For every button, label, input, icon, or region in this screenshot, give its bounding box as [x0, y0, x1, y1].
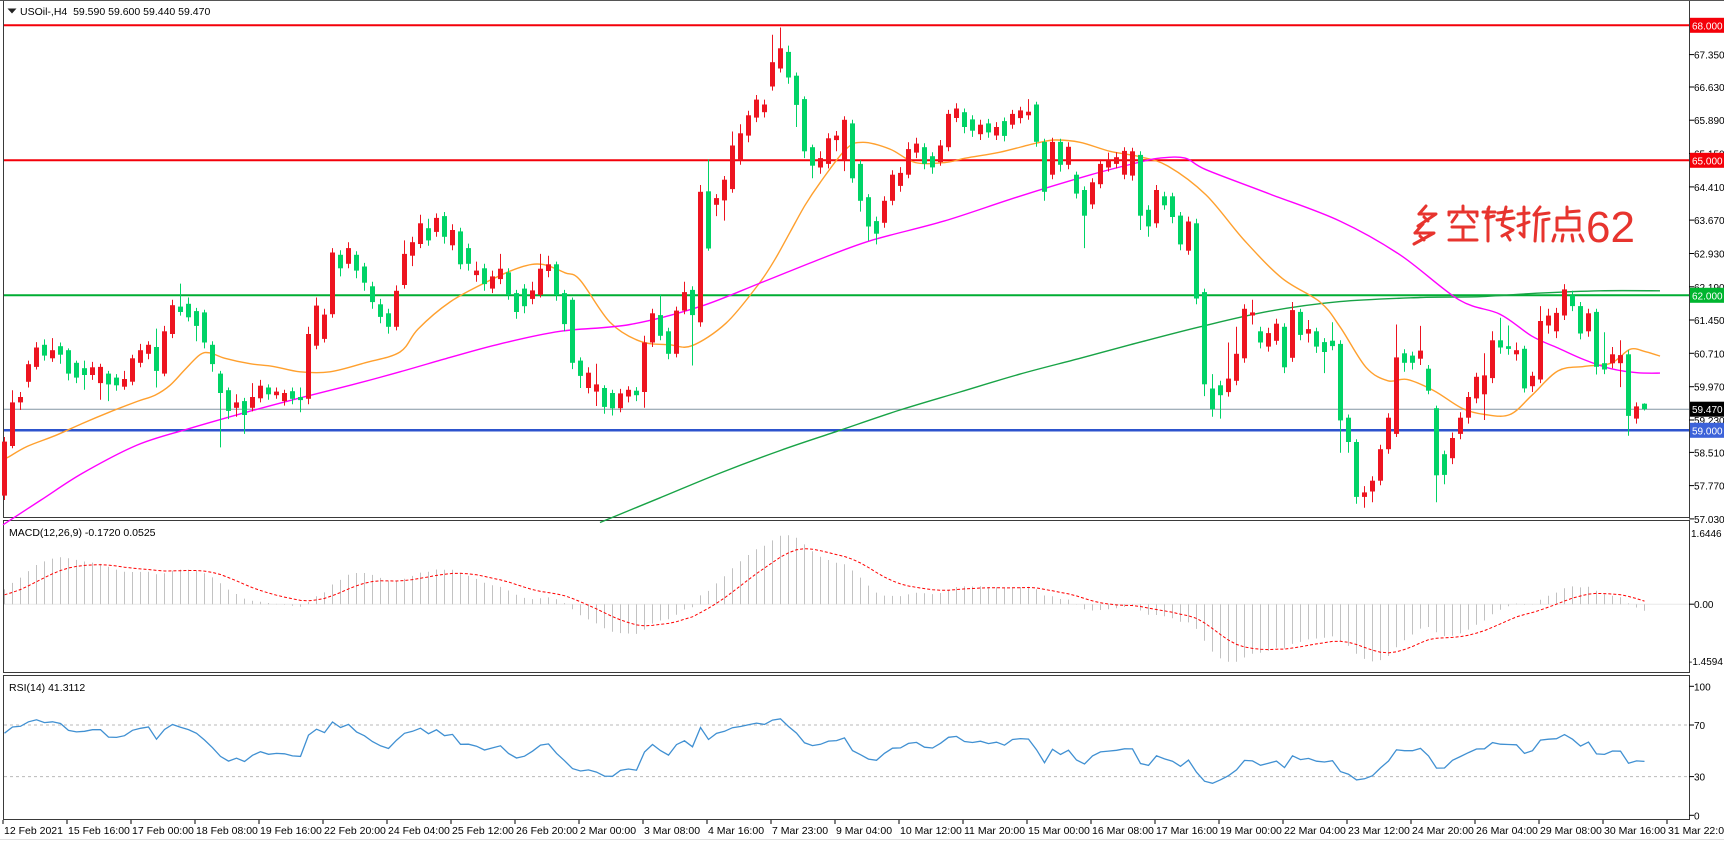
svg-text:12 Feb 2021: 12 Feb 2021 — [4, 825, 63, 837]
svg-text:26 Mar 04:00: 26 Mar 04:00 — [1476, 825, 1538, 837]
svg-text:17 Mar 16:00: 17 Mar 16:00 — [1156, 825, 1218, 837]
svg-text:15 Mar 00:00: 15 Mar 00:00 — [1028, 825, 1090, 837]
svg-text:3 Mar 08:00: 3 Mar 08:00 — [644, 825, 700, 837]
svg-text:60.710: 60.710 — [1694, 349, 1724, 360]
svg-text:0: 0 — [1694, 811, 1700, 822]
svg-text:31 Mar 22:00: 31 Mar 22:00 — [1668, 825, 1724, 837]
svg-text:2 Mar 00:00: 2 Mar 00:00 — [580, 825, 636, 837]
svg-text:62: 62 — [1586, 203, 1635, 252]
svg-text:66.630: 66.630 — [1694, 83, 1724, 94]
svg-text:59.230: 59.230 — [1694, 416, 1724, 427]
svg-text:22 Feb 20:00: 22 Feb 20:00 — [324, 825, 386, 837]
svg-text:19 Feb 16:00: 19 Feb 16:00 — [260, 825, 322, 837]
svg-text:24 Feb 04:00: 24 Feb 04:00 — [388, 825, 450, 837]
svg-text:68.000: 68.000 — [1692, 21, 1723, 32]
svg-text:67.350: 67.350 — [1694, 51, 1724, 62]
svg-text:65.890: 65.890 — [1694, 116, 1724, 127]
svg-text:70: 70 — [1694, 721, 1706, 732]
svg-text:23 Mar 12:00: 23 Mar 12:00 — [1348, 825, 1410, 837]
svg-text:59.470: 59.470 — [1692, 405, 1723, 416]
svg-text:1.6446: 1.6446 — [1691, 529, 1722, 540]
svg-text:22 Mar 04:00: 22 Mar 04:00 — [1284, 825, 1346, 837]
svg-text:30 Mar 16:00: 30 Mar 16:00 — [1604, 825, 1666, 837]
svg-text:24 Mar 20:00: 24 Mar 20:00 — [1412, 825, 1474, 837]
svg-text:65.000: 65.000 — [1692, 156, 1723, 167]
svg-text:19 Mar 00:00: 19 Mar 00:00 — [1220, 825, 1282, 837]
svg-text:30: 30 — [1694, 773, 1706, 784]
svg-text:59.000: 59.000 — [1692, 426, 1723, 437]
svg-text:25 Feb 12:00: 25 Feb 12:00 — [452, 825, 514, 837]
svg-text:RSI(14) 41.3112: RSI(14) 41.3112 — [9, 682, 85, 694]
svg-text:0.00: 0.00 — [1694, 600, 1714, 611]
svg-text:100: 100 — [1694, 682, 1711, 693]
svg-text:7 Mar 23:00: 7 Mar 23:00 — [772, 825, 828, 837]
svg-text:61.450: 61.450 — [1694, 316, 1724, 327]
svg-text:4 Mar 16:00: 4 Mar 16:00 — [708, 825, 764, 837]
svg-text:USOil-,H4 59.590 59.600 59.44: USOil-,H4 59.590 59.600 59.440 59.470 — [20, 6, 210, 18]
svg-text:17 Feb 00:00: 17 Feb 00:00 — [132, 825, 194, 837]
svg-text:57.030: 57.030 — [1694, 515, 1724, 526]
svg-text:58.510: 58.510 — [1694, 448, 1724, 459]
svg-text:16 Mar 08:00: 16 Mar 08:00 — [1092, 825, 1154, 837]
svg-text:64.410: 64.410 — [1694, 183, 1724, 194]
svg-text:9 Mar 04:00: 9 Mar 04:00 — [836, 825, 892, 837]
svg-text:MACD(12,26,9) -0.1720 0.0525: MACD(12,26,9) -0.1720 0.0525 — [9, 527, 156, 539]
svg-text:29 Mar 08:00: 29 Mar 08:00 — [1540, 825, 1602, 837]
svg-text:11 Mar 20:00: 11 Mar 20:00 — [964, 825, 1025, 837]
svg-text:18 Feb 08:00: 18 Feb 08:00 — [196, 825, 258, 837]
svg-text:62.930: 62.930 — [1694, 250, 1724, 261]
svg-text:10 Mar 12:00: 10 Mar 12:00 — [900, 825, 962, 837]
svg-text:26 Feb 20:00: 26 Feb 20:00 — [516, 825, 578, 837]
svg-text:59.970: 59.970 — [1694, 383, 1724, 394]
svg-text:15 Feb 16:00: 15 Feb 16:00 — [68, 825, 130, 837]
svg-text:-1.4594: -1.4594 — [1689, 657, 1723, 668]
svg-text:63.670: 63.670 — [1694, 216, 1724, 227]
svg-text:57.770: 57.770 — [1694, 482, 1724, 493]
svg-text:62.000: 62.000 — [1692, 291, 1723, 302]
